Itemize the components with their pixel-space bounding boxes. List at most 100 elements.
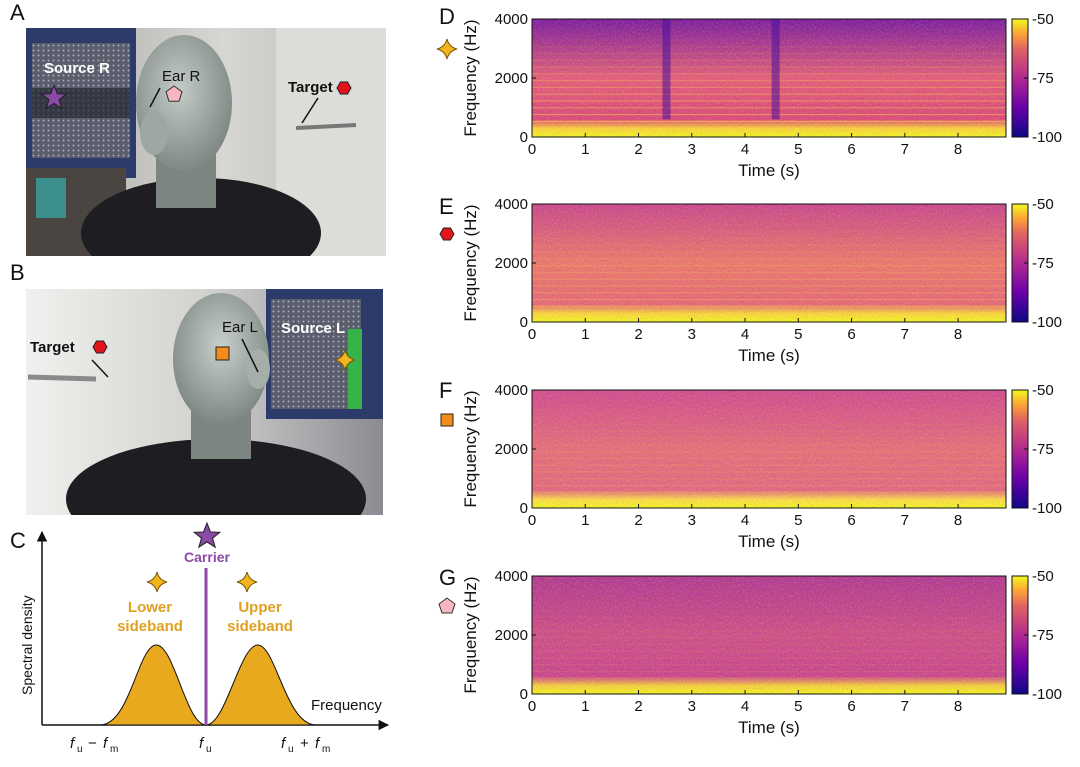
lower-label-1: Lower <box>128 599 172 616</box>
upper-label-1: Upper <box>238 599 282 616</box>
svg-text:f: f <box>199 735 205 752</box>
colorbar-tick-label: -50 <box>1032 568 1054 585</box>
x-tick-label: 4 <box>741 512 749 529</box>
x-tick-label: 6 <box>847 326 855 343</box>
x-tick-label: 6 <box>847 141 855 158</box>
y-axis-label: Frequency (Hz) <box>461 204 480 321</box>
svg-text:u: u <box>77 744 83 755</box>
x-tick-label: 1 <box>581 698 589 715</box>
colorbar-tick-label: -50 <box>1032 196 1054 213</box>
spectrogram-E: 0 1 2 3 4 5 6 7 8 0 2000 4000 Time (s) Frequency (Hz)… <box>439 196 1062 365</box>
colorbar-tick-label: -50 <box>1032 382 1054 399</box>
x-tick-label: 4 <box>741 141 749 158</box>
svg-text:f: f <box>315 735 321 752</box>
pentagon-pink-icon <box>165 85 183 102</box>
spectrogram-texture-dark <box>532 576 1006 694</box>
y-axis-label: Frequency (Hz) <box>461 390 480 507</box>
colorbar: -50 -75 -100 <box>1011 11 1062 146</box>
x-tick-label: 7 <box>901 326 909 343</box>
x-tick-label: 4 <box>741 326 749 343</box>
colorbar-tick-label: -75 <box>1032 627 1054 644</box>
x-axis-label: Time (s) <box>738 161 800 180</box>
panel-letter-e: E <box>439 194 454 219</box>
y-tick-label: 0 <box>520 129 528 146</box>
label-ear-l: Ear L <box>222 319 258 336</box>
x-tick-label: 8 <box>954 698 962 715</box>
svg-text:f: f <box>103 735 109 752</box>
colorbar-tick-label: -100 <box>1032 314 1062 331</box>
panel-letter-a: A <box>10 0 25 25</box>
pointer-ear-r <box>149 87 161 108</box>
x-tick-label: 1 <box>581 141 589 158</box>
c-xlabel: Frequency <box>311 697 382 714</box>
panel-letter-b: B <box>10 260 25 285</box>
x-tick-label: 0 <box>528 141 536 158</box>
y-tick-label: 2000 <box>495 70 528 87</box>
panel-letter-c: C <box>10 528 26 553</box>
pointer-target-a <box>301 97 319 124</box>
spectrogram-texture-dark <box>532 390 1006 508</box>
pentagon-pink-icon <box>438 597 456 614</box>
y-tick-label: 2000 <box>495 255 528 272</box>
spectrogram-F: 0 1 2 3 4 5 6 7 8 0 2000 4000 Time (s) Frequency (Hz)… <box>440 382 1062 551</box>
upper-sideband <box>205 644 317 726</box>
panel-c-diagram: Spectral density Frequency Carrier Lower… <box>19 521 390 755</box>
x-tick-label: 5 <box>794 512 802 529</box>
hexagon-red-icon <box>439 227 455 241</box>
svg-text:u: u <box>206 744 212 755</box>
y-tick-label: 4000 <box>495 11 528 28</box>
svg-text:u: u <box>288 744 294 755</box>
square-orange-icon <box>215 346 230 361</box>
lower-sideband <box>99 644 207 726</box>
colorbar-tick-label: -100 <box>1032 500 1062 517</box>
colorbar-tick-label: -75 <box>1032 70 1054 87</box>
x-tick-label: 6 <box>847 698 855 715</box>
colorbar-tick-label: -50 <box>1032 11 1054 28</box>
silent-gap <box>662 19 671 120</box>
hexagon-red-icon <box>92 340 108 354</box>
x-tick-label: 7 <box>901 141 909 158</box>
x-tick-label: 1 <box>581 512 589 529</box>
panel-letter-g: G <box>439 565 456 590</box>
y-tick-label: 4000 <box>495 196 528 213</box>
colorbar: -50 -75 -100 <box>1011 382 1062 517</box>
star4-gold-icon <box>436 38 458 60</box>
label-target-b: Target <box>30 339 75 356</box>
x-tick-label: 3 <box>688 326 696 343</box>
colorbar-tick-label: -100 <box>1032 129 1062 146</box>
svg-text:−: − <box>88 735 97 752</box>
x-tick-label: 5 <box>794 141 802 158</box>
silent-gap <box>771 19 780 120</box>
star4-gold-icon <box>236 571 258 593</box>
colorbar: -50 -75 -100 <box>1011 196 1062 331</box>
x-tick-label: 3 <box>688 512 696 529</box>
star4-gold-icon <box>334 349 356 371</box>
x-tick-label: 7 <box>901 512 909 529</box>
y-tick-label: 0 <box>520 314 528 331</box>
colorbar-tick-label: -100 <box>1032 686 1062 703</box>
x-tick-label: 0 <box>528 512 536 529</box>
star5-purple-icon <box>192 521 222 549</box>
x-tick-label: 4 <box>741 698 749 715</box>
spectrogram-texture-dark <box>532 19 1006 137</box>
star4-gold-icon <box>146 571 168 593</box>
x-tick-label: 0 <box>528 326 536 343</box>
x-axis-label: Time (s) <box>738 346 800 365</box>
x-tick-label: 5 <box>794 698 802 715</box>
x-tick-label: 8 <box>954 326 962 343</box>
x-tick-label: 5 <box>794 326 802 343</box>
svg-text:f: f <box>281 735 287 752</box>
x-tick-label: 2 <box>634 698 642 715</box>
x-tick-label: 8 <box>954 141 962 158</box>
carrier-label: Carrier <box>184 549 230 565</box>
y-axis-label: Frequency (Hz) <box>461 19 480 136</box>
panel-letter-f: F <box>439 378 452 403</box>
x-tick-label: 1 <box>581 326 589 343</box>
y-tick-label: 2000 <box>495 627 528 644</box>
y-tick-label: 0 <box>520 500 528 517</box>
upper-label-2: sideband <box>227 618 293 635</box>
x-tick-label: 0 <box>528 698 536 715</box>
y-tick-label: 4000 <box>495 382 528 399</box>
